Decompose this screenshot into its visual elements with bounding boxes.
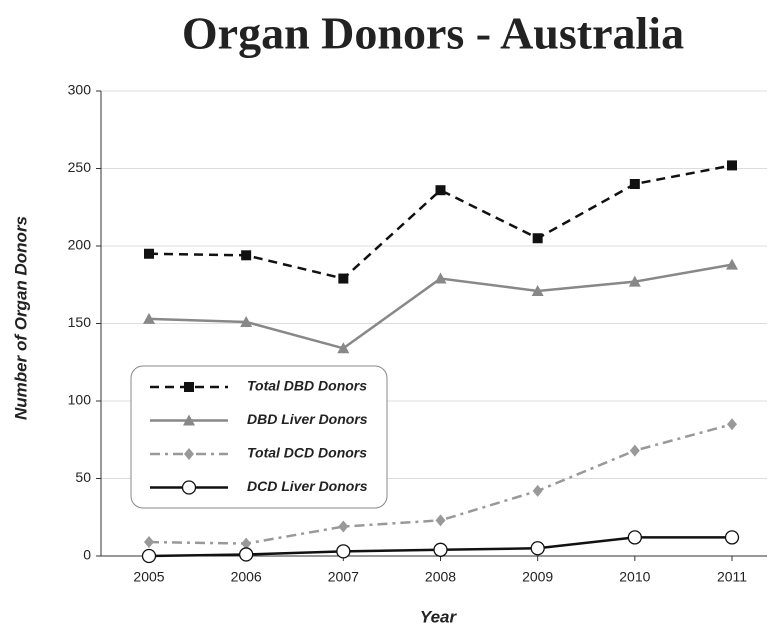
x-tick-label: 2011 bbox=[717, 569, 747, 585]
marker bbox=[337, 342, 350, 354]
x-tick-label: 2008 bbox=[425, 569, 456, 585]
marker bbox=[435, 514, 446, 527]
marker bbox=[144, 536, 154, 549]
y-tick-label: 250 bbox=[68, 159, 92, 175]
x-tick-label: 2009 bbox=[522, 569, 553, 585]
y-tick-label: 200 bbox=[68, 237, 92, 253]
x-axis-label: Year bbox=[420, 607, 458, 626]
marker bbox=[629, 179, 640, 189]
legend-label: DCD Liver Donors bbox=[247, 478, 368, 494]
marker bbox=[338, 520, 349, 533]
marker bbox=[435, 185, 446, 196]
marker bbox=[530, 541, 545, 556]
x-tick-label: 2007 bbox=[328, 569, 359, 585]
marker bbox=[144, 248, 154, 259]
legend-marker bbox=[184, 448, 194, 460]
y-axis-label: Number of Organ Donors bbox=[11, 216, 30, 420]
marker bbox=[141, 548, 157, 564]
marker bbox=[338, 273, 349, 284]
legend-marker bbox=[183, 414, 195, 426]
marker bbox=[531, 284, 544, 296]
y-tick-label: 0 bbox=[83, 547, 91, 563]
legend bbox=[130, 365, 388, 509]
marker bbox=[628, 275, 641, 287]
marker bbox=[241, 537, 252, 550]
y-tick-label: 150 bbox=[68, 314, 92, 330]
marker bbox=[239, 547, 254, 562]
legend-label: Total DCD Donors bbox=[247, 445, 367, 461]
legend-marker bbox=[181, 480, 197, 495]
marker bbox=[241, 250, 252, 261]
legend-label: DBD Liver Donors bbox=[247, 411, 368, 427]
marker bbox=[726, 258, 738, 270]
marker bbox=[433, 542, 448, 557]
x-tick-label: 2005 bbox=[133, 569, 164, 585]
marker bbox=[629, 444, 640, 457]
marker bbox=[627, 530, 642, 545]
legend-marker bbox=[184, 382, 194, 392]
marker bbox=[727, 160, 737, 171]
marker bbox=[336, 544, 351, 559]
marker bbox=[240, 315, 253, 327]
marker bbox=[434, 272, 447, 284]
y-tick-label: 300 bbox=[68, 82, 92, 98]
y-tick-label: 50 bbox=[75, 469, 91, 485]
marker bbox=[143, 312, 155, 324]
series-line bbox=[148, 164, 733, 280]
marker bbox=[532, 233, 543, 244]
x-tick-label: 2006 bbox=[231, 569, 262, 585]
marker bbox=[727, 418, 737, 431]
chart-title: Organ Donors - Australia bbox=[182, 8, 684, 59]
x-tick-label: 2010 bbox=[619, 569, 650, 585]
legend-label: Total DBD Donors bbox=[247, 378, 367, 394]
marker bbox=[532, 484, 543, 497]
marker bbox=[724, 530, 740, 545]
y-tick-label: 100 bbox=[68, 392, 92, 408]
